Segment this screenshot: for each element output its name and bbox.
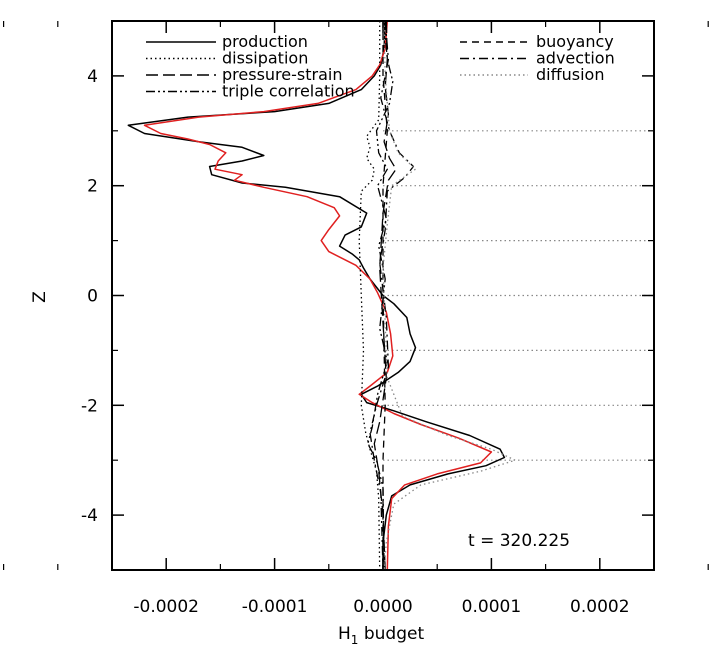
legend-label: buoyancy [536,32,614,51]
legend-label: production [222,32,308,51]
x-tick-label: 0.0002 [570,597,629,617]
time-annotation: t = 320.225 [468,531,570,551]
y-tick-label: 4 [87,67,98,87]
legend-label: pressure-strain [222,65,342,84]
y-tick-label: 2 [87,177,98,197]
legend-label: diffusion [536,65,604,84]
reference-lines [383,130,654,461]
x-axis-title: H1 budget [338,624,424,647]
legend-label: advection [536,49,615,68]
x-tick-label: 0.0001 [462,597,521,617]
x-tick-label: 0.0000 [353,597,412,617]
series-diffusion [382,20,516,571]
y-tick-label: -2 [81,396,98,416]
y-tick-label: -4 [81,506,98,526]
x-tick-label: -0.0001 [242,597,308,617]
data-curves [127,20,516,571]
series-production-red [143,20,493,571]
series-dissipation [358,21,381,571]
series-advection [369,20,415,571]
series-production [127,20,506,570]
legend-label: dissipation [222,49,308,68]
x-tick-label: -0.0002 [133,597,199,617]
series-triple-correlation [367,20,394,571]
legend-label: triple correlation [222,82,355,101]
legend: productiondissipationpressure-straintrip… [146,32,615,101]
y-tick-label: 0 [87,287,98,307]
y-axis-title: Z [30,291,50,303]
axis-ticks: -0.0002 -0.0001 0.0000 0.0001 0.0002 -4 -2 0 2 4 [2,20,709,617]
